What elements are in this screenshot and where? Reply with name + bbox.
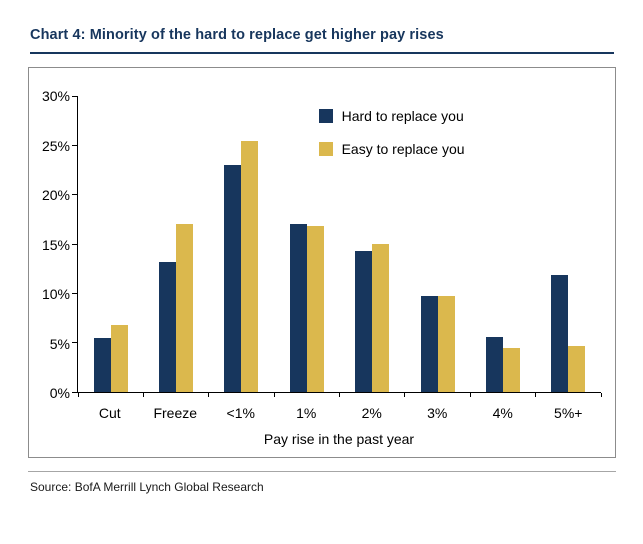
y-tick-mark	[72, 391, 77, 393]
x-tick-label: <1%	[226, 405, 255, 421]
x-tick-mark	[404, 393, 406, 397]
x-axis-title: Pay rise in the past year	[263, 431, 415, 447]
bar-hard-to-replace	[289, 224, 307, 392]
legend-swatch-icon	[318, 109, 333, 123]
x-tick-label: Freeze	[153, 405, 198, 421]
y-tick-label: 15%	[41, 236, 70, 253]
footer-divider	[28, 471, 616, 472]
legend-swatch-icon	[318, 142, 333, 156]
y-tick-mark	[72, 194, 77, 196]
bar-hard-to-replace	[224, 165, 242, 392]
bar-group	[274, 96, 339, 392]
source-text: Source: BofA Merrill Lynch Global Resear…	[30, 480, 264, 494]
chart-title: Chart 4: Minority of the hard to replace…	[30, 27, 444, 43]
x-tick-mark	[469, 393, 471, 397]
x-tick-label: 4%	[492, 405, 513, 421]
plot-area: Hard to replace you Easy to replace you	[72, 95, 602, 397]
bar-group	[209, 96, 274, 392]
bar-hard-to-replace	[355, 250, 373, 392]
x-axis-labels: Cut Freeze <1% 1% 2% 3% 4% 5%+	[77, 405, 601, 421]
bar-group	[78, 96, 143, 392]
x-tick-mark	[535, 393, 537, 397]
bar-easy-to-replace	[176, 224, 194, 392]
y-tick-label: 10%	[41, 286, 70, 302]
y-tick-mark	[72, 95, 77, 97]
bar-hard-to-replace	[159, 261, 177, 392]
plot-wrap: 0% 5% 10% 15% 20% 25% 30% Hard to replace you E…	[39, 88, 602, 401]
y-tick-mark	[72, 292, 77, 294]
bar-group	[470, 96, 535, 392]
x-tick-mark	[208, 393, 210, 397]
bar-group	[405, 96, 470, 392]
y-tick-mark	[72, 243, 77, 245]
x-tick-label: Cut	[98, 405, 121, 421]
y-tick-label: 0%	[49, 385, 70, 401]
legend-item: Easy to replace you	[318, 141, 465, 157]
bar-hard-to-replace	[485, 336, 503, 392]
bar-easy-to-replace	[372, 244, 390, 392]
legend-item: Hard to replace you	[318, 108, 465, 124]
x-tick-label: 5%+	[554, 405, 583, 421]
bar-easy-to-replace	[241, 141, 259, 392]
bar-group	[340, 96, 405, 392]
x-tick-mark	[600, 393, 602, 397]
y-axis: 0% 5% 10% 15% 20% 25% 30%	[39, 88, 77, 401]
bar-group	[143, 96, 208, 392]
y-tick-label: 5%	[49, 335, 70, 352]
x-tick-mark	[142, 393, 144, 397]
bar-easy-to-replace	[568, 345, 586, 392]
y-tick-label: 30%	[41, 88, 70, 104]
bar-easy-to-replace	[437, 296, 455, 392]
x-tick-label: 3%	[427, 405, 448, 421]
legend: Hard to replace you Easy to replace you	[318, 108, 465, 157]
legend-label: Hard to replace you	[341, 108, 464, 124]
x-tick-label: 1%	[296, 405, 317, 421]
bar-hard-to-replace	[420, 296, 438, 392]
title-underline	[30, 52, 614, 54]
bars	[78, 96, 601, 392]
bar-easy-to-replace	[110, 324, 128, 392]
bar-hard-to-replace	[551, 274, 569, 392]
x-tick-mark	[339, 393, 340, 397]
legend-label: Easy to replace you	[341, 141, 465, 157]
bar-group	[536, 96, 601, 392]
chart-area: 0% 5% 10% 15% 20% 25% 30% Hard to replace you E…	[28, 67, 616, 458]
y-tick-mark	[72, 342, 77, 344]
x-tick-mark	[77, 393, 79, 397]
x-tick-mark	[273, 393, 275, 397]
y-tick-label: 20%	[41, 187, 70, 203]
y-tick-label: 25%	[41, 137, 70, 154]
y-tick-mark	[72, 144, 77, 146]
bar-easy-to-replace	[306, 226, 324, 392]
bar-easy-to-replace	[502, 347, 520, 392]
bar-hard-to-replace	[93, 337, 111, 392]
x-tick-label: 2%	[361, 405, 382, 421]
